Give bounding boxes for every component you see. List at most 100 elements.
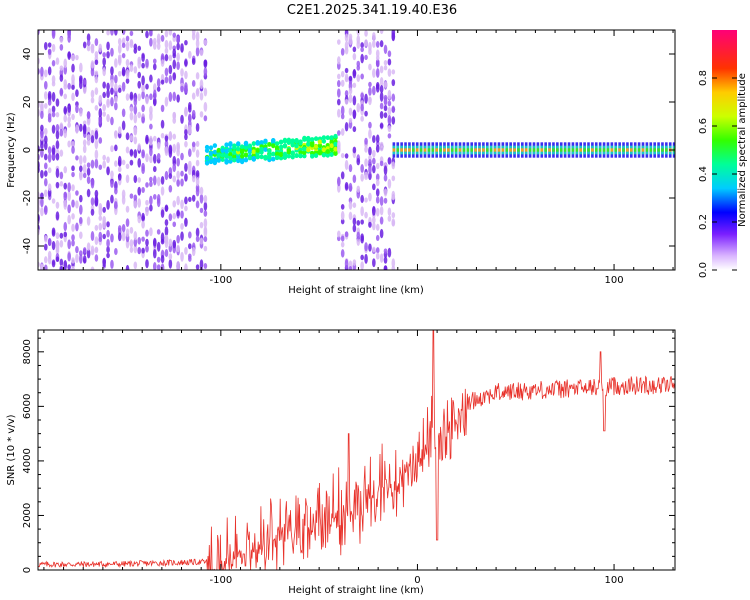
spectrogram-cell: [637, 148, 641, 152]
spectrogram-cell: [212, 157, 218, 163]
spectrogram-cell: [110, 180, 114, 188]
spectrogram-cell: [145, 199, 149, 206]
spectrogram-cell: [199, 237, 204, 245]
spectrogram-cell: [195, 38, 200, 48]
spectrogram-cell: [172, 117, 177, 124]
spectrogram-cell: [195, 140, 200, 147]
spectrogram-cell: [391, 79, 396, 87]
spectrogram-cell: [51, 43, 56, 53]
spectrogram-cell: [176, 61, 180, 71]
spectrogram-cell: [594, 148, 598, 152]
spectrogram-cell: [164, 76, 169, 84]
spectrogram-cell: [59, 171, 64, 180]
spectrogram-cell: [152, 153, 157, 164]
spectrogram-cell: [435, 148, 438, 152]
spectrogram-cell: [203, 195, 208, 203]
spectrogram-cell: [379, 111, 384, 119]
spectrogram-cell: [199, 79, 204, 90]
spectrogram-cell: [329, 143, 334, 149]
spectrogram-cell: [125, 264, 130, 270]
spectrogram-cell: [117, 56, 122, 64]
spectrogram-cell: [51, 105, 56, 113]
spectrogram-cell: [379, 91, 384, 102]
spectrogram-cell: [208, 159, 214, 165]
spectrogram-cell: [294, 153, 299, 158]
y-tick-label: 2000: [22, 503, 33, 528]
spectrogram-cell: [149, 195, 153, 206]
spectrogram-cell: [156, 86, 161, 92]
spectrogram-cells: [38, 30, 675, 270]
spectrogram-cell: [110, 145, 114, 153]
spectrogram-cell: [563, 148, 567, 152]
spectrogram-cell: [176, 52, 180, 62]
spectrogram-cell: [86, 126, 91, 134]
spectrogram-cell: [344, 258, 349, 269]
spectrogram-cell: [340, 70, 345, 78]
spectrogram-cell: [43, 205, 48, 213]
spectrogram-cell: [313, 153, 319, 158]
spectrogram-cell: [356, 185, 361, 193]
spectrogram-cell: [164, 39, 169, 49]
spectrogram-cell: [106, 246, 110, 254]
spectrogram-cell: [94, 224, 99, 231]
spectrogram-cell: [462, 148, 466, 152]
spectrogram-cell: [368, 221, 372, 228]
spectrogram-cell: [160, 132, 165, 139]
spectrogram-cell: [117, 166, 122, 173]
spectrogram-cell: [195, 149, 200, 158]
spectrogram-cell: [145, 238, 149, 247]
spectrogram-cell: [102, 104, 106, 112]
spectrogram-cell: [317, 139, 323, 145]
spectrogram-cell: [313, 144, 319, 149]
spectrogram-cell: [333, 133, 338, 139]
spectrogram-cell: [137, 93, 142, 102]
spectrogram-cell: [129, 193, 134, 199]
spectrogram-cell: [180, 68, 184, 77]
spectrogram-cell: [114, 144, 118, 152]
spectrogram-cell: [618, 148, 621, 152]
spectrogram-cell: [82, 41, 87, 49]
spectrogram-cell: [137, 186, 142, 196]
spectrogram-cell: [102, 57, 106, 66]
spectrogram-cell: [344, 90, 349, 97]
spectrogram-cell: [387, 50, 392, 58]
spectrogram-cell: [368, 86, 372, 96]
spectrogram-panel: -100 100 40 20 0 -20 -40 Height of straight li…: [6, 29, 676, 296]
spectrogram-cell: [415, 148, 419, 152]
spectrogram-cell: [191, 30, 196, 36]
spectrogram-cell: [129, 64, 134, 73]
x-tick-label: 100: [605, 575, 624, 586]
spectrogram-cell: [184, 196, 188, 205]
spectrogram-cell: [86, 176, 91, 185]
spectrogram-cell: [59, 181, 64, 187]
spectrogram-cell: [360, 206, 364, 217]
spectrogram-cell: [220, 148, 225, 154]
spectrogram-cell: [379, 102, 384, 110]
spectrogram-cell: [176, 42, 180, 51]
spectrogram-cell: [614, 148, 618, 152]
spectrogram-cell: [67, 264, 71, 270]
spectrogram-cell: [325, 152, 330, 158]
spectrogram-cell: [152, 193, 157, 200]
spectrogram-cell: [102, 111, 106, 117]
spectrogram-cell: [387, 106, 392, 116]
spectrogram-cell: [274, 155, 280, 161]
spectrogram-cell: [383, 60, 388, 66]
spectrogram-cell: [591, 148, 594, 152]
spectrogram-cell: [86, 167, 91, 177]
spectrogram-cell: [86, 248, 91, 259]
spectrogram-cell: [133, 174, 138, 184]
spectrogram-cell: [137, 246, 142, 255]
spectrogram-cell: [55, 153, 60, 161]
spectrogram-cell: [454, 148, 458, 152]
spectrogram-cell: [160, 34, 165, 42]
spectrogram-cell: [243, 141, 249, 147]
spectrogram-cell: [40, 169, 44, 179]
y-tick-label: -40: [22, 238, 33, 254]
spectrogram-cell: [125, 59, 130, 67]
spectrogram-cell: [352, 217, 357, 226]
spectrogram-cell: [387, 100, 392, 107]
colorbar-gradient: [712, 30, 737, 270]
